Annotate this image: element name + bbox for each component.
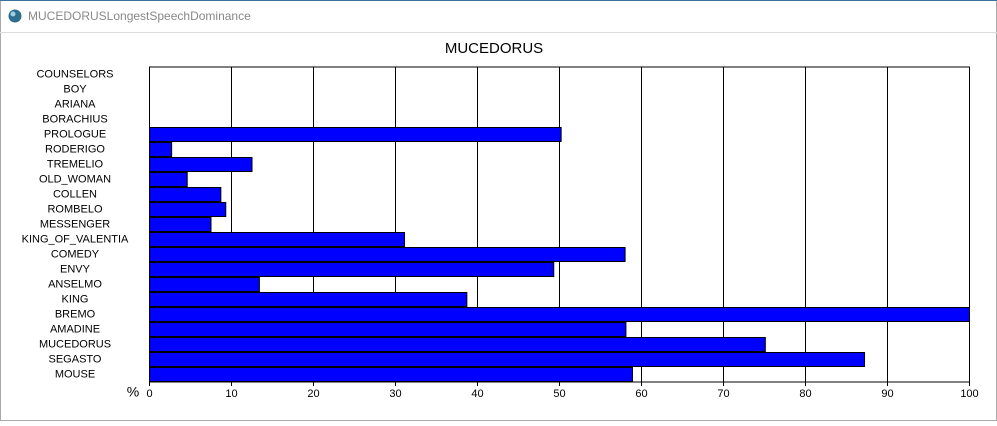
- x-tick-label: 40: [471, 388, 483, 400]
- bar: [149, 277, 260, 292]
- y-tick-label: BORACHIUS: [42, 113, 107, 125]
- y-tick-label: AMADINE: [50, 323, 100, 335]
- x-tick-label: 30: [389, 388, 401, 400]
- bar: [149, 187, 222, 202]
- bar: [149, 217, 212, 232]
- x-tick-label: 100: [960, 388, 978, 400]
- y-tick-label: MESSENGER: [40, 218, 110, 230]
- x-tick-label: 90: [881, 388, 893, 400]
- y-tick-label: ARIANA: [55, 98, 97, 110]
- y-tick-label: COMEDY: [51, 248, 100, 260]
- bar: [149, 292, 468, 307]
- y-tick-label: BOY: [63, 83, 87, 95]
- y-tick-label: COUNSELORS: [36, 68, 113, 80]
- y-tick-label: OLD_WOMAN: [39, 173, 111, 185]
- bar: [149, 127, 562, 142]
- y-tick-label: RODERIGO: [45, 143, 105, 155]
- x-tick-label: 50: [553, 388, 565, 400]
- bar: [149, 307, 970, 322]
- y-tick-label: ROMBELO: [47, 203, 102, 215]
- y-tick-label: SEGASTO: [49, 353, 102, 365]
- x-tick-label: 70: [717, 388, 729, 400]
- y-tick-label: ANSELMO: [48, 278, 102, 290]
- bar: [149, 202, 227, 217]
- chart-title: MUCEDORUS: [445, 40, 543, 57]
- y-tick-label: BREMO: [55, 308, 96, 320]
- x-tick-label: 80: [799, 388, 811, 400]
- bar: [149, 322, 627, 337]
- bar: [149, 262, 555, 277]
- y-tick-label: TREMELIO: [47, 158, 104, 170]
- bar: [149, 337, 766, 352]
- window-title: MUCEDORUSLongestSpeechDominance: [28, 9, 251, 23]
- bar: [149, 142, 173, 157]
- x-axis-label: %: [127, 384, 139, 400]
- app-icon: [8, 9, 22, 23]
- bar: [149, 247, 626, 262]
- y-tick-label: COLLEN: [53, 188, 97, 200]
- y-tick-label: MOUSE: [55, 368, 95, 380]
- bar: [149, 232, 406, 247]
- y-tick-label: ENVY: [60, 263, 91, 275]
- x-tick-label: 20: [307, 388, 319, 400]
- y-tick-label: PROLOGUE: [44, 128, 106, 140]
- bar: [149, 352, 866, 367]
- x-tick-label: 10: [225, 388, 237, 400]
- bar: [149, 157, 253, 172]
- y-tick-label: MUCEDORUS: [39, 338, 111, 350]
- plot-frame: [149, 66, 970, 383]
- bar: [149, 367, 633, 382]
- x-tick-label: 0: [146, 388, 152, 400]
- bar: [149, 172, 188, 187]
- app-icon-highlight: [10, 11, 16, 17]
- x-tick-label: 60: [635, 388, 647, 400]
- y-tick-label: KING_OF_VALENTIA: [22, 233, 129, 245]
- y-tick-label: KING: [62, 293, 89, 305]
